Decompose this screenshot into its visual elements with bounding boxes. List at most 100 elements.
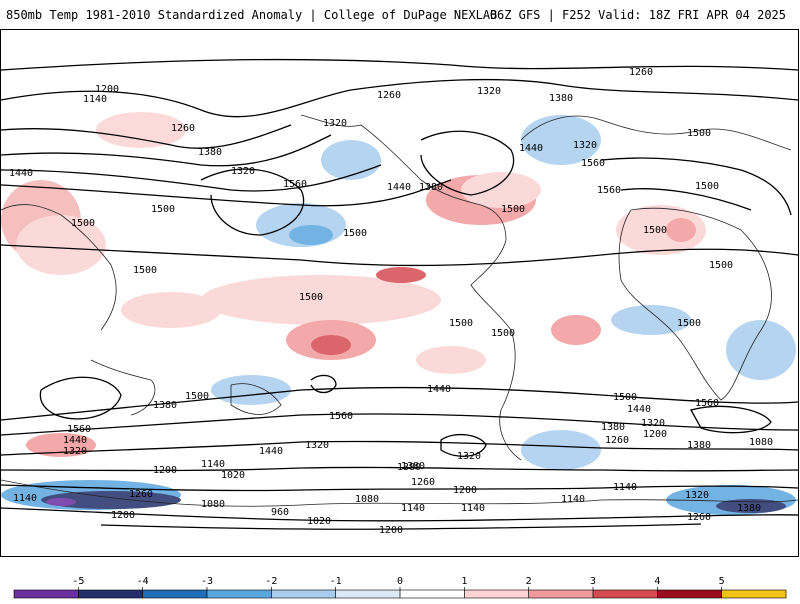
contour-label: 1140: [13, 493, 37, 504]
contour-label: 960: [271, 507, 289, 518]
colorbar-swatch: [721, 590, 787, 598]
contour-label: 1500: [449, 318, 473, 329]
contour-label: 1380: [687, 440, 711, 451]
contour-label: 1500: [133, 265, 157, 276]
contour-label: 1500: [151, 204, 175, 215]
contour-label: 1200: [453, 485, 477, 496]
colorbar-swatch: [335, 590, 401, 598]
contour-label: 1440: [519, 143, 543, 154]
colorbar-swatch: [657, 590, 723, 598]
colorbar-tick-label: 2: [526, 576, 532, 587]
contour-label: 1140: [461, 503, 485, 514]
contour-label: 1440: [627, 404, 651, 415]
contour-label: 1140: [401, 503, 425, 514]
contour-label: 1560: [695, 398, 719, 409]
contour-label: 1320: [231, 166, 255, 177]
contour-label: 1380: [601, 422, 625, 433]
colorbar-swatch: [271, 590, 337, 598]
colorbar-tick-label: 3: [590, 576, 596, 587]
contour-label: 1560: [581, 158, 605, 169]
contour-label: 1380: [549, 93, 573, 104]
contour-label: 1380: [397, 462, 421, 473]
contour-label: 1020: [307, 516, 331, 527]
contour-label: 1500: [299, 292, 323, 303]
contour-label: 1500: [185, 391, 209, 402]
contour-label: 1500: [643, 225, 667, 236]
contour-label: 1440: [9, 168, 33, 179]
contour-label: 1260: [129, 489, 153, 500]
contour-label: 1500: [695, 181, 719, 192]
height-contours: [1, 58, 798, 530]
contour-label: 1560: [283, 179, 307, 190]
colorbar-swatch: [207, 590, 272, 598]
colorbar-tick-label: -4: [137, 576, 149, 587]
anomaly-shading: [1, 112, 796, 515]
contour-label: 1200: [643, 429, 667, 440]
contour-label: 1560: [67, 424, 91, 435]
colorbar-swatch: [142, 590, 208, 598]
header: 850mb Temp 1981-2010 Standardized Anomal…: [0, 0, 800, 28]
contour-label: 1560: [329, 411, 353, 422]
colorbar-svg: -5 -4 -3 -2 -1 0 1 2 3 4 5: [13, 576, 787, 599]
contour-label: 1500: [677, 318, 701, 329]
map-canvas: 1260 1200 1140 1320 1380 1260 1320 1440 …: [1, 58, 798, 536]
contour-label: 1020: [221, 470, 245, 481]
contour-label: 1320: [685, 490, 709, 501]
contour-label: 1380: [198, 147, 222, 158]
contour-label: 1500: [687, 128, 711, 139]
contour-label: 1200: [153, 465, 177, 476]
contour-label: 1500: [613, 392, 637, 403]
colorbar-tick-label: 5: [719, 576, 725, 587]
contour-label: 1080: [749, 437, 773, 448]
colorbar-tick-label: 1: [461, 576, 467, 587]
contour-label: 1320: [323, 118, 347, 129]
colorbar-tick-label: 4: [654, 576, 660, 587]
contour-label: 1260: [605, 435, 629, 446]
contour-label: 1380: [153, 400, 177, 411]
contour-label: 1320: [305, 440, 329, 451]
contour-label: 1200: [95, 84, 119, 95]
contour-label: 1500: [501, 204, 525, 215]
colorbar-swatch: [14, 590, 79, 598]
contour-label: 1320: [477, 86, 501, 97]
colorbar-swatch: [593, 590, 658, 598]
colorbar-tick-label: -1: [330, 576, 342, 587]
contour-label: 1320: [63, 446, 87, 457]
contour-label: 1200: [379, 525, 403, 536]
contour-label: 1500: [709, 260, 733, 271]
contour-label: 1140: [561, 494, 585, 505]
contour-label: 1380: [419, 182, 443, 193]
contour-label: 1380: [401, 461, 425, 472]
colorbar-tick-label: -5: [72, 576, 84, 587]
contour-label: 1140: [613, 482, 637, 493]
contour-label: 1080: [355, 494, 379, 505]
contour-label: 1500: [71, 218, 95, 229]
colorbar-tick-label: -2: [265, 576, 277, 587]
contour-label-layer: 1260 1200 1140 1320 1380 1260 1320 1440 …: [9, 67, 773, 536]
contour-label: 1440: [427, 384, 451, 395]
contour-label: 1500: [491, 328, 515, 339]
contour-label: 1440: [387, 182, 411, 193]
contour-label: 1260: [687, 512, 711, 523]
model-run-info: 06Z GFS | F252 Valid: 18Z FRI APR 04 202…: [489, 8, 786, 22]
contour-label: 1260: [411, 477, 435, 488]
coastlines: [1, 114, 798, 507]
contour-label: 1140: [83, 94, 107, 105]
map-title: 850mb Temp 1981-2010 Standardized Anomal…: [6, 8, 498, 22]
colorbar-swatches: [13, 589, 787, 599]
contour-label: 1140: [201, 459, 225, 470]
contour-label: 1080: [201, 499, 225, 510]
contour-label: 1320: [641, 418, 665, 429]
contour-label: 1200: [111, 510, 135, 521]
colorbar-swatch: [78, 590, 144, 598]
colorbar-swatch: [464, 590, 530, 598]
contour-label: 1440: [259, 446, 283, 457]
contour-label: 1260: [629, 67, 653, 78]
colorbar: -5 -4 -3 -2 -1 0 1 2 3 4 5: [0, 570, 800, 600]
contour-label: 1260: [377, 90, 401, 101]
contour-label: 1440: [63, 435, 87, 446]
colorbar-ticks: -5 -4 -3 -2 -1 0 1 2 3 4 5: [72, 576, 725, 598]
contour-label: 1560: [597, 185, 621, 196]
contour-label: 1380: [737, 503, 761, 514]
colorbar-swatch: [400, 590, 465, 598]
